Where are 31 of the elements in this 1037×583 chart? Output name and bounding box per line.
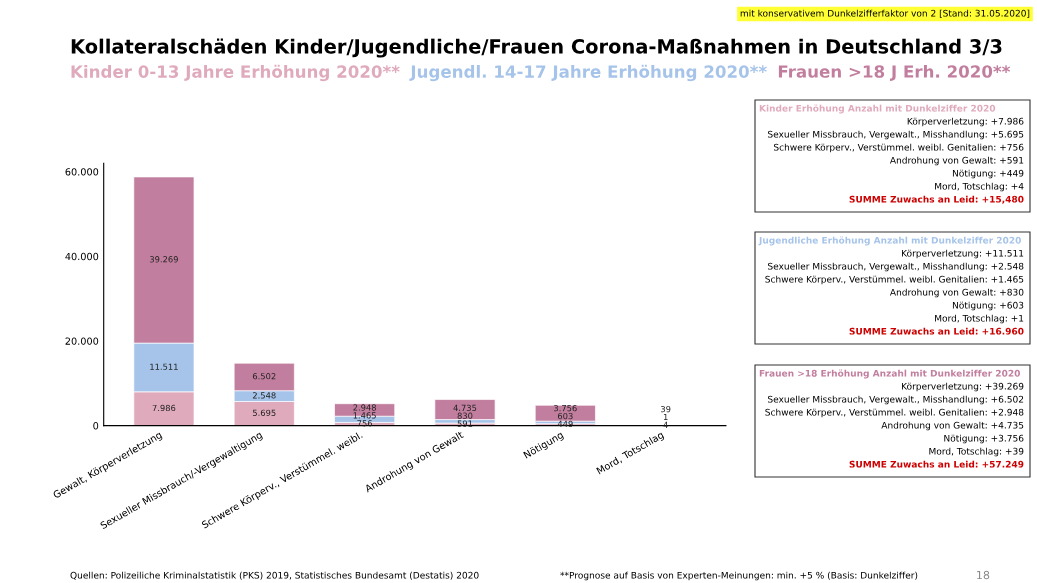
data-label: 4: [663, 421, 668, 428]
data-label: 11.511: [150, 363, 178, 370]
data-label: 1.465: [353, 412, 376, 419]
data-label: 6.502: [252, 373, 276, 380]
data-label: 7.986: [152, 404, 176, 412]
y-tick-label: 40.000: [65, 252, 99, 261]
data-label: 2.548: [252, 392, 276, 399]
text: mit konservativem Dunkelzifferfaktor von 2 [Stand: 31.05.2020]: [740, 9, 1030, 18]
text: Kinder 0-13 Jahre Erhöhung 2020**: [71, 64, 400, 82]
data-label: 39.269: [149, 256, 178, 263]
data-label: 756: [357, 420, 373, 427]
text: Frauen >18 J Erh. 2020**: [778, 64, 1011, 81]
data-label: 1: [663, 413, 668, 421]
data-label: 2.948: [353, 404, 376, 411]
data-label: 3.756: [554, 405, 577, 412]
text: **Prognose auf Basis von Experten-Meinungen: min. +5 % (Basis: Dunkelziffer): [560, 571, 918, 581]
chart-title: Kollateralschäden Kinder/Jugendliche/Frauen Corona-Maßnahmen in Deutschland 3/3: [71, 38, 1002, 58]
y-tick-label: 60.000: [65, 168, 99, 176]
text: Kinder Erhöhung Anzahl mit Dunkelziffer 2020 Körperverletzung: +7.986 Sexueller Missbrauch, Vergewalt., Misshandlung: +5.695 Schwere Körperv., Verstümmel. weibl. Genitalien: +756 Androhung von Gewalt: +591 Nötigung: +449 Mord, Totschlag: +4 SUMME Zuwachs an Leid: +15,480: [759, 104, 1024, 204]
y-tick-label: 20.000: [65, 337, 99, 345]
text: 18: [977, 570, 990, 580]
source-note: Quellen: Polizeiliche Kriminalstatistik (PKS) 2019, Statistisches Bundesamt (Destatis) 2020: [70, 571, 479, 580]
text: Jugendliche Erhöhung Anzahl mit Dunkelziffer 2020 Körperverletzung: +11.511 Sexueller Missbrauch, Vergewalt., Misshandlung: +2.548 Schwere Körperv., Verstümmel. weibl. Genitalien: +1.465 Androhung von Gewalt: +830 Nötigung: +603 Mord, Totschlag: +1 SUMME Zuwachs an Leid: +16.960: [758, 236, 1024, 335]
data-label: 5.695: [252, 409, 276, 416]
data-label: 39: [661, 405, 671, 413]
data-label: 603: [557, 412, 573, 420]
data-label: 830: [457, 412, 473, 419]
y-tick-label: 0: [93, 422, 99, 430]
text: Frauen >18 Erhöhung Anzahl mit Dunkelziffer 2020 Körperverletzung: +39.269 Sexueller Missbrauch, Vergewalt., Misshandlung: +6.502 Schwere Körperv., Verstümmel. weibl. Genitalien: +2.948 Androhung von Gewalt: +4.735 Nötigung: +3.756 Mord, Totschlag: +39 SUMME Zuwachs an Leid: +57.249: [759, 369, 1024, 468]
data-label: 4.735: [453, 404, 477, 412]
text: Jugendl. 14-17 Jahre Erhöhung 2020**: [409, 64, 767, 82]
